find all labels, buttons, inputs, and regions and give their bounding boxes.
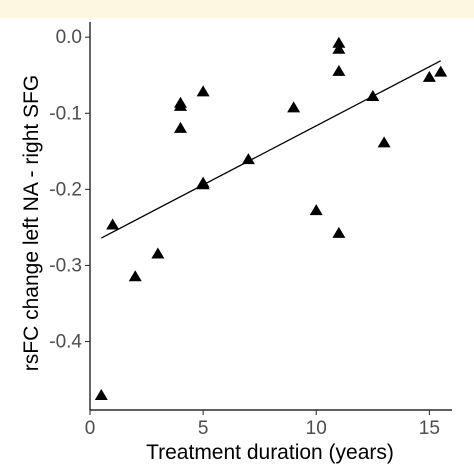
chart-panel: [0, 18, 474, 474]
y-tick-label: 0.0: [56, 27, 82, 48]
data-point: [196, 85, 210, 97]
y-tick-label: -0.1: [49, 103, 82, 124]
data-point: [174, 121, 187, 133]
x-tick-label: 10: [306, 418, 327, 439]
data-point: [309, 204, 323, 216]
data-point: [366, 89, 380, 101]
x-tick-label: 0: [85, 418, 96, 439]
x-tick-label: 15: [419, 418, 440, 439]
data-point: [377, 136, 391, 148]
x-tick-label: 5: [198, 418, 209, 439]
data-point: [106, 218, 120, 230]
data-point: [332, 64, 346, 76]
y-tick-label: -0.4: [49, 332, 82, 353]
y-axis-title: rsFC change left NA - right SFG: [20, 75, 43, 371]
data-point: [241, 153, 255, 165]
trend-line: [101, 60, 441, 239]
trend-line-group: [101, 60, 441, 239]
data-point: [128, 270, 142, 282]
data-point: [287, 101, 301, 113]
data-point: [434, 65, 448, 77]
data-points: [94, 36, 448, 400]
y-tick-label: -0.2: [49, 179, 82, 200]
top-band: [0, 0, 474, 18]
data-point: [151, 247, 165, 259]
data-point: [94, 388, 108, 400]
data-point: [422, 70, 436, 82]
data-point: [332, 226, 346, 238]
axis-labels: Treatment duration (years) rsFC change l…: [20, 75, 394, 464]
axes: 0.0 -0.1 -0.2 -0.3 -0.4 0 5 10 15: [49, 22, 452, 439]
data-point: [196, 178, 210, 190]
x-axis-title: Treatment duration (years): [146, 441, 394, 464]
y-tick-label: -0.3: [49, 255, 82, 276]
data-point: [332, 36, 346, 48]
data-point: [332, 42, 346, 54]
data-point: [174, 99, 187, 111]
